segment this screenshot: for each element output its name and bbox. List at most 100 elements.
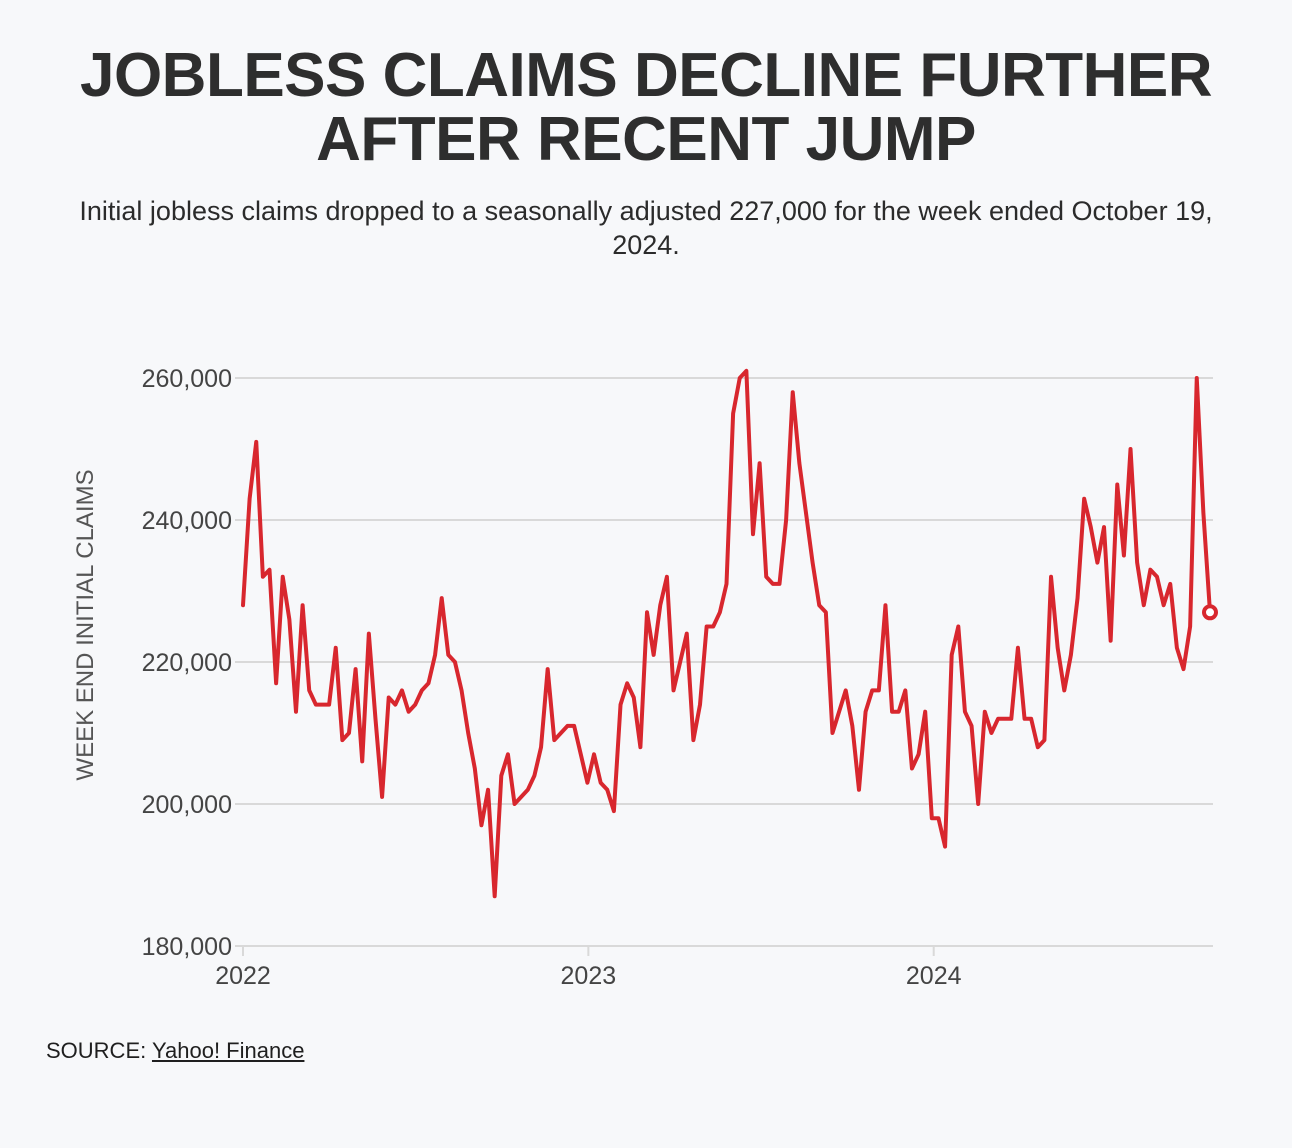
data-point	[506, 752, 510, 756]
source-note: SOURCE: Yahoo! Finance	[46, 1038, 304, 1064]
data-point	[1135, 561, 1139, 565]
data-point	[1142, 603, 1146, 607]
data-point	[731, 411, 735, 416]
data-point	[1148, 568, 1152, 572]
x-tick-label: 2022	[215, 962, 271, 990]
data-point	[1188, 624, 1192, 629]
data-point	[850, 724, 854, 728]
data-point	[1162, 603, 1166, 607]
data-point	[420, 688, 424, 693]
data-point	[903, 688, 907, 693]
data-point	[406, 710, 411, 714]
data-point	[486, 788, 490, 792]
data-point	[791, 390, 795, 394]
data-point	[638, 745, 642, 749]
data-point	[658, 603, 662, 607]
data-point	[572, 724, 576, 728]
data-point	[248, 497, 252, 501]
data-point	[1168, 582, 1172, 586]
data-point	[877, 688, 881, 693]
y-tick-label: 220,000	[142, 649, 232, 677]
data-point	[870, 688, 874, 693]
data-points	[241, 369, 1218, 898]
data-point	[267, 568, 272, 572]
data-point	[1102, 525, 1106, 529]
title-line-2: AFTER RECENT JUMP	[316, 105, 976, 174]
data-point	[499, 774, 503, 778]
chart-subtitle: Initial jobless claims dropped to a seas…	[79, 196, 1213, 260]
data-point	[327, 703, 331, 707]
data-point	[711, 624, 715, 629]
data-point	[996, 717, 1000, 721]
data-point	[1109, 639, 1113, 643]
series-line-group	[241, 368, 1212, 899]
data-point	[1089, 525, 1093, 529]
data-point	[665, 575, 669, 579]
y-tick-label: 180,000	[142, 933, 232, 961]
data-point	[989, 731, 994, 735]
data-point	[334, 646, 338, 650]
data-point	[579, 752, 583, 756]
data-point	[1036, 745, 1040, 749]
series-line	[241, 368, 1212, 899]
data-point	[685, 632, 689, 636]
data-point	[1069, 653, 1073, 657]
x-tick-labels: 2022 2023 2024	[215, 962, 961, 990]
data-point	[387, 695, 391, 700]
data-point	[433, 653, 437, 657]
data-point	[738, 376, 742, 380]
data-point	[824, 610, 828, 614]
data-point	[943, 845, 947, 849]
data-point	[426, 681, 431, 685]
data-point	[360, 759, 364, 764]
data-point	[1029, 717, 1033, 721]
source-link[interactable]: Yahoo! Finance	[151, 1038, 305, 1063]
data-point	[1016, 646, 1020, 650]
title-line-1: JOBLESS CLAIMS DECLINE FURTHER	[79, 41, 1213, 110]
gridlines	[235, 377, 1213, 956]
source-label: SOURCE:	[46, 1038, 147, 1063]
data-point	[936, 816, 941, 820]
data-point	[983, 710, 987, 714]
data-point	[744, 369, 748, 373]
data-point	[526, 788, 530, 792]
y-tick-labels: 180,000 200,000 220,000 240,000 260,000	[142, 365, 232, 961]
data-point	[599, 781, 603, 785]
data-point	[837, 710, 841, 714]
data-point	[883, 603, 888, 607]
data-point	[705, 624, 709, 629]
data-point	[1181, 667, 1186, 671]
data-point	[314, 703, 318, 707]
data-point	[340, 738, 344, 742]
data-point	[274, 681, 278, 685]
data-point	[963, 710, 967, 714]
data-point	[724, 582, 729, 586]
data-point	[857, 788, 861, 792]
data-point	[830, 731, 835, 735]
data-point	[811, 561, 815, 565]
data-point	[459, 688, 464, 693]
data-point	[241, 603, 245, 607]
data-point	[393, 703, 397, 707]
data-point	[625, 681, 629, 685]
data-point	[347, 731, 351, 735]
y-axis-label: WEEK END INITIAL CLAIMS	[72, 469, 99, 780]
data-point	[373, 717, 378, 721]
data-point	[546, 667, 550, 671]
data-point	[1003, 717, 1007, 721]
data-point	[771, 582, 775, 586]
data-point	[897, 710, 901, 714]
last-point-marker	[1202, 604, 1218, 621]
data-point	[797, 461, 801, 465]
data-point	[916, 752, 921, 756]
data-point	[632, 695, 636, 700]
x-tick-label: 2023	[561, 962, 617, 990]
data-point	[479, 823, 484, 827]
data-point	[777, 582, 782, 586]
data-point	[1062, 688, 1066, 693]
y-tick-label: 200,000	[142, 791, 232, 819]
data-point	[956, 624, 960, 629]
data-point	[910, 766, 914, 771]
data-point	[758, 461, 762, 465]
